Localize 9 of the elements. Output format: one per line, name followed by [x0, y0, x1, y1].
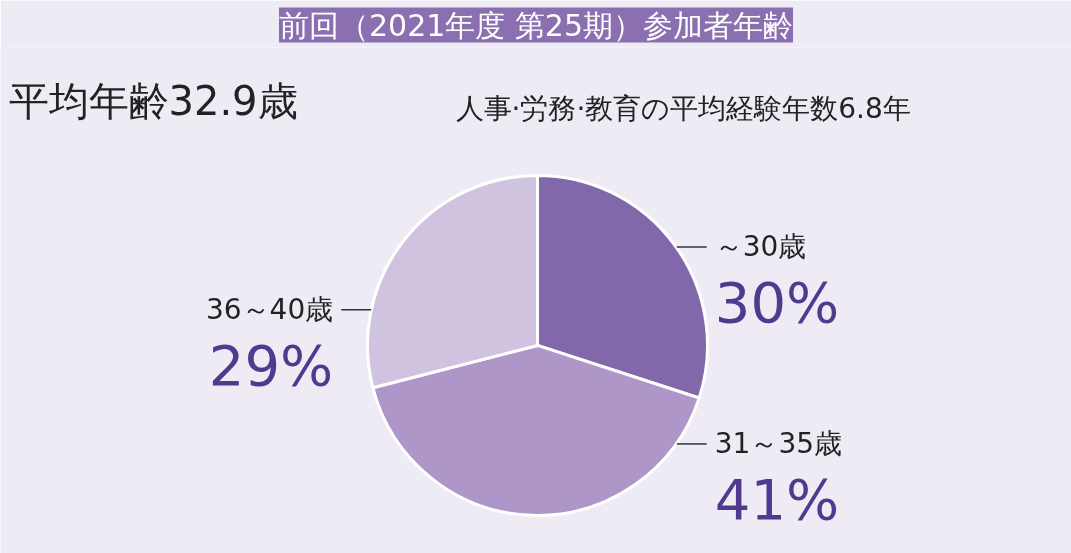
data-label: 41% — [714, 466, 840, 532]
chart-title: 前回（2021年度 第25期）参加者年齢 — [278, 7, 794, 43]
slice-label: 31～35歳 — [714, 427, 843, 461]
text: 人事·労務·教育の平均経験年数6.8年 — [455, 91, 911, 125]
slice-label: ～30歳 — [714, 230, 807, 264]
data-label: 30% — [714, 270, 840, 336]
text: 平均年齢32.9歳 — [8, 78, 298, 125]
slice-label: 36～40歳 — [205, 293, 334, 327]
data-label: 29% — [208, 332, 334, 398]
